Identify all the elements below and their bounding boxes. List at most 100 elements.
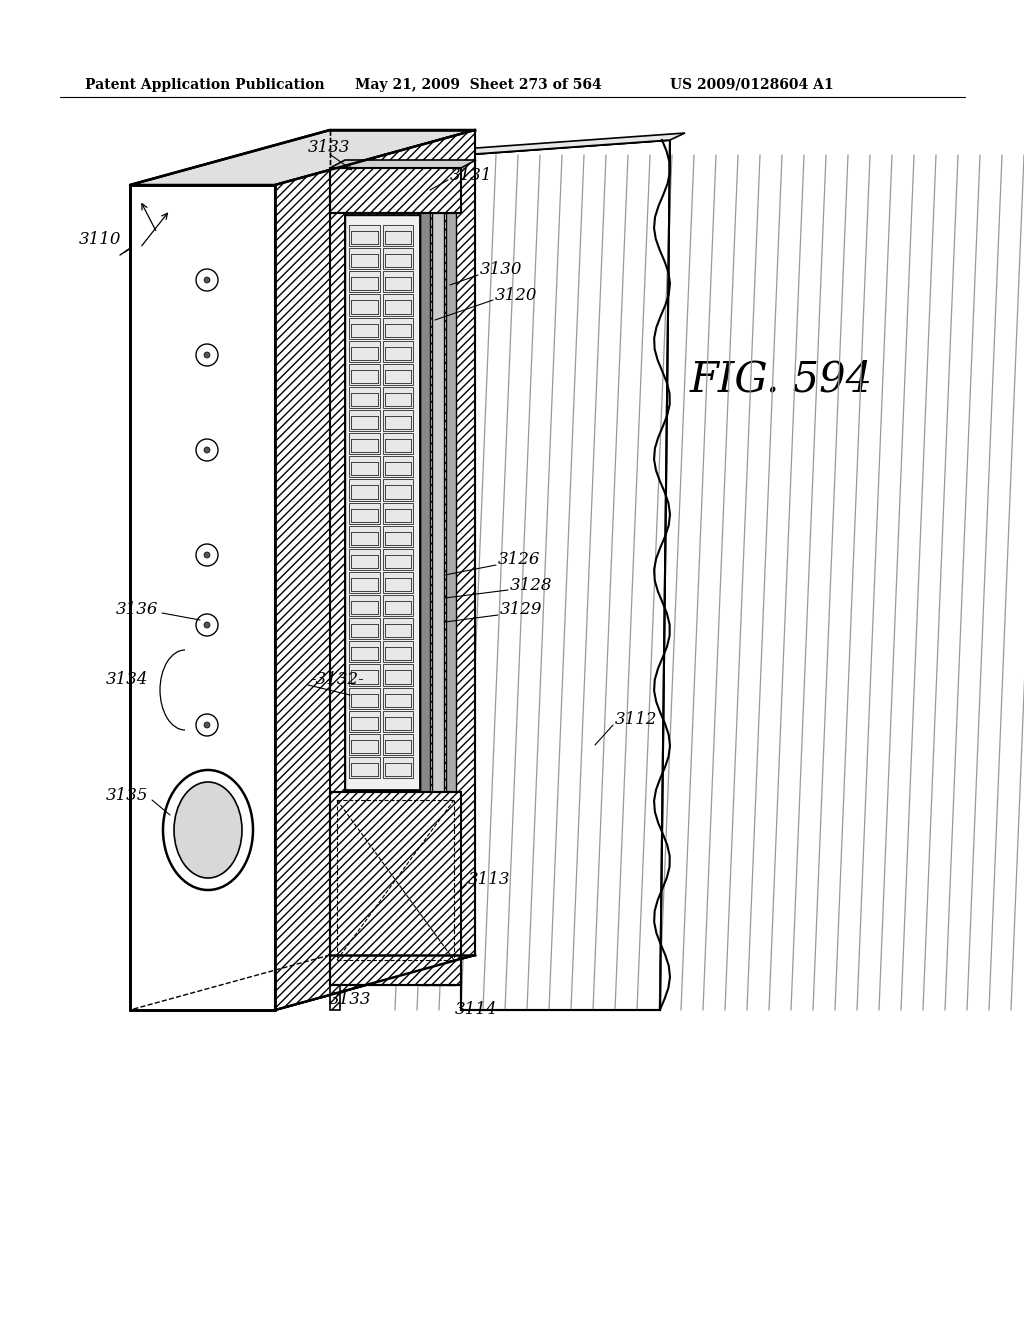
Circle shape [196,714,218,737]
Circle shape [204,552,210,558]
Text: -3132-: -3132- [310,672,364,689]
Polygon shape [275,129,475,1010]
Text: 3130: 3130 [480,261,522,279]
Polygon shape [130,185,275,1010]
Circle shape [204,352,210,358]
Text: 3110: 3110 [79,231,121,248]
Polygon shape [275,129,475,1010]
Bar [349,341,380,362]
Text: 3128: 3128 [510,577,553,594]
Bar [349,318,380,339]
Text: FIG. 594: FIG. 594 [690,359,873,401]
Circle shape [196,269,218,290]
Bar [349,595,380,616]
Bar [383,457,413,478]
Bar [383,294,413,315]
Bar [383,664,413,685]
Bar [349,503,380,524]
Bar [383,479,413,500]
Text: 3112: 3112 [615,711,657,729]
Bar [349,756,380,777]
Polygon shape [330,792,461,985]
Bar [349,479,380,500]
Bar [349,642,380,663]
Bar [383,595,413,616]
Polygon shape [330,168,345,985]
Polygon shape [330,129,475,954]
Ellipse shape [163,770,253,890]
Circle shape [196,614,218,636]
Circle shape [204,447,210,453]
Polygon shape [330,160,476,168]
Bar [349,224,380,246]
Bar [349,688,380,709]
Circle shape [196,544,218,566]
Text: 3126: 3126 [498,552,541,569]
Polygon shape [330,168,461,213]
Text: 3133: 3133 [308,140,350,157]
Bar [349,411,380,432]
Bar [383,411,413,432]
Text: 3114: 3114 [455,1002,498,1019]
Bar [383,642,413,663]
Text: US 2009/0128604 A1: US 2009/0128604 A1 [670,78,834,92]
Text: 3134: 3134 [105,672,148,689]
Text: 3133: 3133 [329,991,372,1008]
Bar [383,224,413,246]
Bar [383,572,413,593]
Ellipse shape [174,781,242,878]
Bar [383,618,413,639]
Bar [383,248,413,269]
Bar [349,618,380,639]
Bar [349,294,380,315]
Polygon shape [432,168,444,985]
Text: 3135: 3135 [105,787,148,804]
Bar [383,710,413,731]
Text: 3113: 3113 [468,871,511,888]
Circle shape [204,277,210,282]
Bar [383,688,413,709]
Circle shape [196,440,218,461]
Bar [349,549,380,570]
Bar [349,271,380,292]
Bar [349,572,380,593]
Circle shape [204,622,210,628]
Bar [383,525,413,546]
Bar [349,457,380,478]
Polygon shape [461,140,670,1010]
Bar [383,503,413,524]
Polygon shape [420,168,430,985]
Bar [349,734,380,755]
Polygon shape [332,795,459,965]
Bar [349,525,380,546]
Bar [383,318,413,339]
Polygon shape [446,168,456,985]
Circle shape [196,345,218,366]
Polygon shape [130,954,475,1010]
Bar [383,756,413,777]
Circle shape [204,722,210,729]
Text: 3129: 3129 [500,602,543,619]
Bar [349,433,380,454]
Bar [383,271,413,292]
Bar [383,341,413,362]
Bar [349,710,380,731]
Text: 3131: 3131 [450,166,493,183]
Bar [349,364,380,385]
Text: 3120: 3120 [495,286,538,304]
Polygon shape [130,129,475,185]
Bar [383,387,413,408]
Bar [349,387,380,408]
Bar [383,433,413,454]
Bar [383,549,413,570]
Polygon shape [345,215,420,789]
Text: Patent Application Publication: Patent Application Publication [85,78,325,92]
Bar [349,664,380,685]
Bar [349,248,380,269]
Text: May 21, 2009  Sheet 273 of 564: May 21, 2009 Sheet 273 of 564 [355,78,602,92]
Bar [383,364,413,385]
Text: 3136: 3136 [116,602,158,619]
Polygon shape [330,185,340,1010]
Bar [383,734,413,755]
Polygon shape [461,133,685,154]
